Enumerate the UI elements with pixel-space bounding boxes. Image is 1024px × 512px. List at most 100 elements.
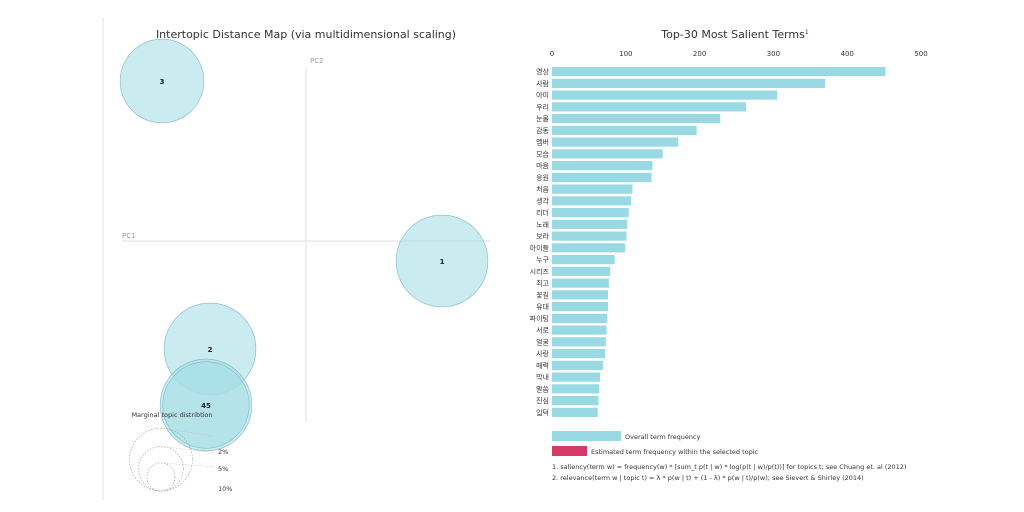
topic-label-2: 2 <box>208 346 213 354</box>
term-bar-29[interactable] <box>552 407 598 417</box>
legend-estimated-swatch <box>552 446 587 456</box>
term-bar-19[interactable] <box>552 290 609 300</box>
topic-circles: 1 2 3 45 <box>119 38 489 452</box>
term-label-0[interactable]: 영상 <box>536 67 549 76</box>
term-label-20[interactable]: 유대 <box>536 303 549 311</box>
size-legend-circle-5 <box>138 446 184 492</box>
term-bar-24[interactable] <box>552 349 606 359</box>
term-bar-7[interactable] <box>552 149 663 159</box>
term-bar-22[interactable] <box>552 325 607 335</box>
term-bar-13[interactable] <box>552 219 628 229</box>
bar-title: Top-30 Most Salient Terms1 <box>660 28 809 41</box>
term-bar-8[interactable] <box>552 161 653 171</box>
term-label-29[interactable]: 입덕 <box>536 408 549 417</box>
term-label-13[interactable]: 노래 <box>536 220 549 229</box>
term-labels: 영상사람아미우리눈물감동멤버모습마음응원처음생각리더노래보라아이들누구시리즈최고… <box>530 67 550 417</box>
term-bars <box>552 67 886 417</box>
footnote-relevance: 2. relevance(term w | topic t) = λ * p(w… <box>552 474 864 482</box>
term-bar-28[interactable] <box>552 396 599 406</box>
topic-label-1: 1 <box>440 258 445 266</box>
term-bar-5[interactable] <box>552 125 697 135</box>
term-bar-21[interactable] <box>552 313 608 323</box>
term-label-15[interactable]: 아이들 <box>530 243 550 252</box>
term-label-3[interactable]: 우리 <box>536 102 549 111</box>
marginal-topic-label: Marginal topic distribtion <box>131 411 212 419</box>
mds-title: Intertopic Distance Map (via multidimens… <box>156 28 456 41</box>
topic-label-45: 45 <box>201 402 211 410</box>
term-label-16[interactable]: 누구 <box>536 256 549 264</box>
term-bar-0[interactable] <box>552 67 886 77</box>
term-label-14[interactable]: 보라 <box>536 232 549 241</box>
term-bar-15[interactable] <box>552 243 626 253</box>
term-bar-10[interactable] <box>552 184 633 194</box>
pc1-label: PC1 <box>122 232 136 240</box>
legend-overall-swatch <box>552 431 621 441</box>
size-legend: 2% 5% 10% <box>129 427 232 493</box>
term-bar-18[interactable] <box>552 278 609 288</box>
topic-label-3: 3 <box>160 78 165 86</box>
size-legend-label-0: 2% <box>218 448 228 456</box>
legend-estimated-label: Estimated term frequency within the sele… <box>591 448 759 456</box>
pc2-label: PC2 <box>310 57 324 65</box>
size-legend-leader-2 <box>160 462 215 468</box>
salient-terms-chart: Top-30 Most Salient Terms1 0 100 200 300 400… <box>530 28 928 482</box>
term-label-26[interactable]: 막내 <box>536 373 549 382</box>
x-tick-label-100: 100 <box>619 50 632 58</box>
term-bar-4[interactable] <box>552 114 721 124</box>
bar-title-superscript: 1 <box>805 29 809 36</box>
term-bar-17[interactable] <box>552 266 611 276</box>
term-bar-3[interactable] <box>552 102 747 112</box>
topic-circle-4[interactable] <box>162 361 250 449</box>
term-label-9[interactable]: 응원 <box>536 173 549 182</box>
footnote-saliency: 1. saliency(term w) = frequency(w) * [su… <box>552 463 907 471</box>
term-label-18[interactable]: 최고 <box>536 279 549 288</box>
term-bar-27[interactable] <box>552 384 600 394</box>
x-axis-ticks: 0 100 200 300 400 500 <box>550 50 928 58</box>
term-label-6[interactable]: 멤버 <box>536 138 549 147</box>
x-tick-label-0: 0 <box>550 50 554 58</box>
topic-circle-3[interactable] <box>119 38 205 124</box>
term-bar-20[interactable] <box>552 302 609 312</box>
term-label-5[interactable]: 감동 <box>536 127 549 135</box>
term-label-19[interactable]: 꽃길 <box>536 291 549 299</box>
term-label-22[interactable]: 서로 <box>536 326 549 335</box>
term-label-2[interactable]: 아미 <box>536 91 549 100</box>
intertopic-distance-map: Intertopic Distance Map (via multidimens… <box>119 28 490 493</box>
x-tick-label-300: 300 <box>767 50 780 58</box>
x-tick-label-200: 200 <box>693 50 706 58</box>
topic-circle-1[interactable] <box>395 214 489 308</box>
term-label-8[interactable]: 마음 <box>536 161 549 170</box>
term-bar-23[interactable] <box>552 337 606 347</box>
term-label-25[interactable]: 매력 <box>536 362 549 370</box>
term-bar-12[interactable] <box>552 208 629 218</box>
term-bar-2[interactable] <box>552 90 778 100</box>
term-label-11[interactable]: 생각 <box>536 196 549 205</box>
term-label-12[interactable]: 리더 <box>536 208 549 217</box>
size-legend-label-1: 5% <box>218 465 228 473</box>
term-bar-1[interactable] <box>552 78 826 88</box>
term-bar-9[interactable] <box>552 172 652 182</box>
term-label-27[interactable]: 말씀 <box>536 385 549 393</box>
term-bar-14[interactable] <box>552 231 627 241</box>
size-legend-circle-2 <box>146 462 176 492</box>
term-label-24[interactable]: 사랑 <box>536 349 549 358</box>
term-label-7[interactable]: 모습 <box>536 149 549 158</box>
term-bar-25[interactable] <box>552 360 603 370</box>
term-label-23[interactable]: 얼굴 <box>536 337 549 346</box>
term-label-10[interactable]: 처음 <box>536 185 549 194</box>
term-bar-26[interactable] <box>552 372 600 382</box>
bar-title-text: Top-30 Most Salient Terms <box>660 28 805 41</box>
term-bar-6[interactable] <box>552 137 679 147</box>
legend-overall-label: Overall term frequency <box>625 433 701 441</box>
term-label-21[interactable]: 파이팅 <box>530 314 549 323</box>
term-label-1[interactable]: 사람 <box>536 79 549 88</box>
term-label-28[interactable]: 진심 <box>536 396 549 405</box>
size-legend-label-2: 10% <box>218 485 232 493</box>
x-tick-label-400: 400 <box>841 50 854 58</box>
x-tick-label-500: 500 <box>914 50 927 58</box>
term-bar-16[interactable] <box>552 255 615 265</box>
term-bar-11[interactable] <box>552 196 631 206</box>
term-label-4[interactable]: 눈물 <box>536 115 549 123</box>
term-label-17[interactable]: 시리즈 <box>530 267 550 276</box>
